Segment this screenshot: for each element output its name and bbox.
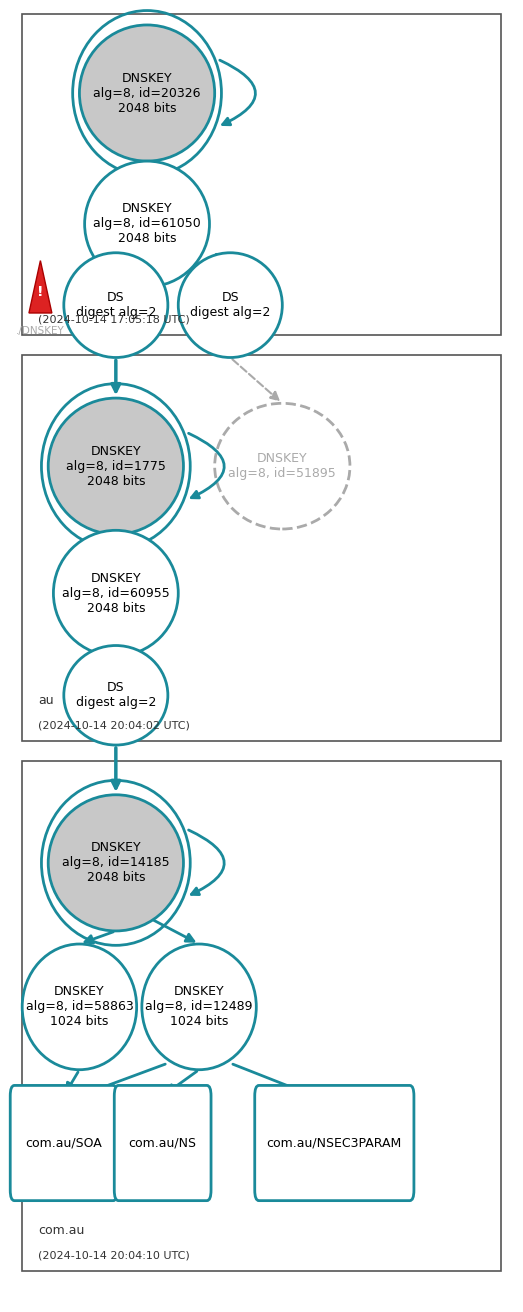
Text: com.au/SOA: com.au/SOA <box>26 1136 102 1149</box>
Ellipse shape <box>48 795 184 932</box>
Text: (2024-10-14 17:05:18 UTC): (2024-10-14 17:05:18 UTC) <box>38 315 189 325</box>
Text: (2024-10-14 20:04:02 UTC): (2024-10-14 20:04:02 UTC) <box>38 720 190 731</box>
Ellipse shape <box>48 398 184 534</box>
Text: DNSKEY
alg=8, id=58863
1024 bits: DNSKEY alg=8, id=58863 1024 bits <box>26 985 133 1029</box>
Text: DNSKEY
alg=8, id=12489
1024 bits: DNSKEY alg=8, id=12489 1024 bits <box>145 985 253 1029</box>
FancyBboxPatch shape <box>255 1085 414 1200</box>
Ellipse shape <box>142 945 256 1069</box>
Ellipse shape <box>64 253 168 357</box>
Text: DNSKEY
alg=8, id=60955
2048 bits: DNSKEY alg=8, id=60955 2048 bits <box>62 572 169 614</box>
Ellipse shape <box>64 646 168 745</box>
FancyBboxPatch shape <box>10 1085 117 1200</box>
Ellipse shape <box>79 25 214 161</box>
Text: au: au <box>38 694 53 707</box>
Ellipse shape <box>22 945 137 1069</box>
Text: com.au: com.au <box>38 1224 84 1237</box>
Text: com.au/NS: com.au/NS <box>129 1136 197 1149</box>
Text: ./DNSKEY: ./DNSKEY <box>16 327 65 336</box>
Text: .: . <box>38 289 42 302</box>
Text: !: ! <box>37 285 43 299</box>
Text: DNSKEY
alg=8, id=20326
2048 bits: DNSKEY alg=8, id=20326 2048 bits <box>93 72 201 114</box>
Ellipse shape <box>53 530 178 656</box>
Ellipse shape <box>85 161 210 287</box>
Text: DNSKEY
alg=8, id=14185
2048 bits: DNSKEY alg=8, id=14185 2048 bits <box>62 841 169 884</box>
Ellipse shape <box>178 253 282 357</box>
Text: DS
digest alg=2: DS digest alg=2 <box>76 291 156 319</box>
FancyArrowPatch shape <box>189 830 224 895</box>
Ellipse shape <box>214 403 350 529</box>
Text: DS
digest alg=2: DS digest alg=2 <box>76 681 156 710</box>
Polygon shape <box>29 261 52 314</box>
Text: DNSKEY
alg=8, id=61050
2048 bits: DNSKEY alg=8, id=61050 2048 bits <box>93 202 201 245</box>
Text: (2024-10-14 20:04:10 UTC): (2024-10-14 20:04:10 UTC) <box>38 1250 189 1261</box>
FancyBboxPatch shape <box>115 1085 211 1200</box>
FancyArrowPatch shape <box>189 433 224 499</box>
Text: DNSKEY
alg=8, id=51895: DNSKEY alg=8, id=51895 <box>229 453 336 480</box>
FancyArrowPatch shape <box>220 60 255 125</box>
Text: DNSKEY
alg=8, id=1775
2048 bits: DNSKEY alg=8, id=1775 2048 bits <box>66 445 166 488</box>
Text: com.au/NSEC3PARAM: com.au/NSEC3PARAM <box>267 1136 402 1149</box>
Text: DS
digest alg=2: DS digest alg=2 <box>190 291 270 319</box>
